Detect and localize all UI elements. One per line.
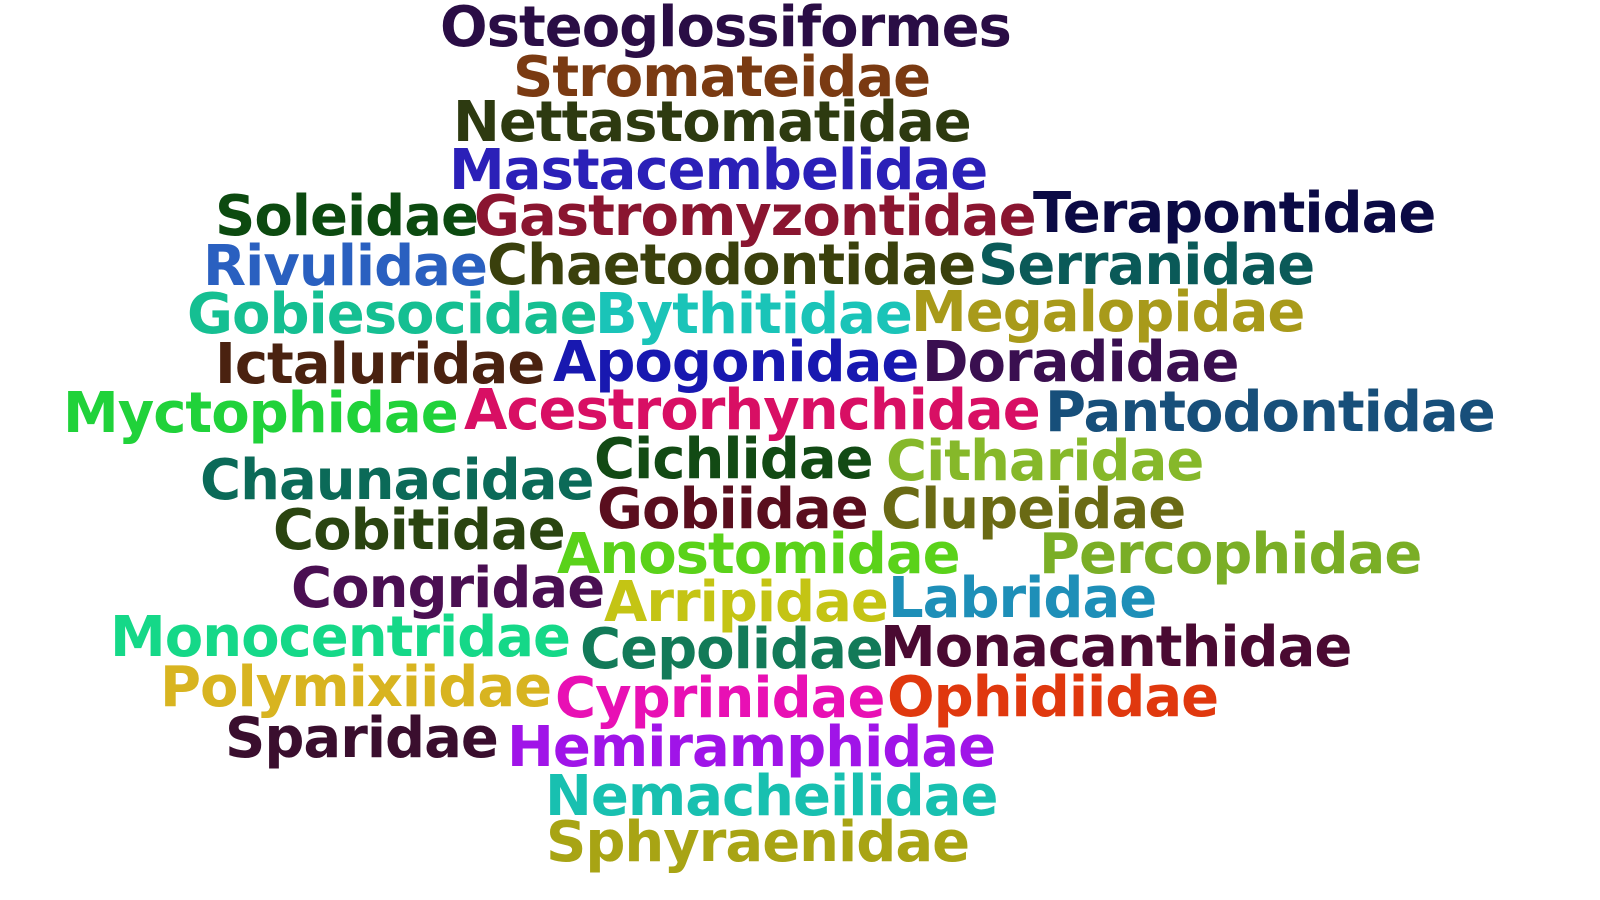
word-gobiidae: Gobiidae (597, 477, 869, 542)
word-clupeidae: Clupeidae (881, 477, 1186, 542)
word-serranidae: Serranidae (978, 233, 1315, 298)
word-soleidae: Soleidae (215, 184, 479, 249)
word-rivulidae: Rivulidae (203, 234, 488, 299)
word-apogonidae: Apogonidae (553, 330, 919, 395)
word-ophidiidae: Ophidiidae (887, 665, 1219, 730)
word-terapontidae: Terapontidae (1033, 181, 1436, 246)
word-bythitidae: Bythitidae (595, 282, 913, 347)
word-gastromyzontidae: Gastromyzontidae (474, 184, 1037, 249)
word-labridae: Labridae (888, 566, 1157, 631)
word-osteoglossiformes: Osteoglossiformes (440, 0, 1012, 60)
word-monocentridae: Monocentridae (110, 605, 571, 670)
word-percophidae: Percophidae (1039, 522, 1422, 587)
word-acestrorhynchidae: Acestrorhynchidae (464, 378, 1041, 443)
word-pantodontidae: Pantodontidae (1045, 380, 1496, 445)
word-cobitidae: Cobitidae (273, 498, 566, 563)
word-myctophidae: Myctophidae (63, 381, 459, 446)
word-doradidae: Doradidae (922, 330, 1239, 395)
word-nemacheilidae: Nemacheilidae (545, 764, 998, 829)
word-citharidae: Citharidae (886, 429, 1204, 494)
word-cyprinidae: Cyprinidae (555, 666, 885, 731)
word-megalopidae: Megalopidae (911, 280, 1305, 345)
word-polymixiidae: Polymixiidae (160, 655, 552, 720)
word-monacanthidae: Monacanthidae (880, 615, 1352, 680)
word-ictaluridae: Ictaluridae (215, 332, 545, 397)
word-arripidae: Arripidae (604, 570, 889, 635)
word-chaunacidae: Chaunacidae (200, 448, 595, 513)
word-anostomidae: Anostomidae (557, 522, 961, 587)
word-congridae: Congridae (291, 556, 605, 621)
word-stromateidae: Stromateidae (513, 45, 931, 110)
word-chaetodontidae: Chaetodontidae (487, 233, 976, 298)
word-hemiramphidae: Hemiramphidae (507, 715, 996, 780)
word-sphyraenidae: Sphyraenidae (546, 810, 970, 875)
word-cepolidae: Cepolidae (580, 617, 884, 682)
word-nettastomatidae: Nettastomatidae (453, 90, 972, 155)
word-gobiesocidae: Gobiesocidae (187, 282, 598, 347)
word-sparidae: Sparidae (225, 706, 499, 771)
word-cichlidae: Cichlidae (594, 427, 874, 492)
word-mastacembelidae: Mastacembelidae (449, 138, 988, 203)
